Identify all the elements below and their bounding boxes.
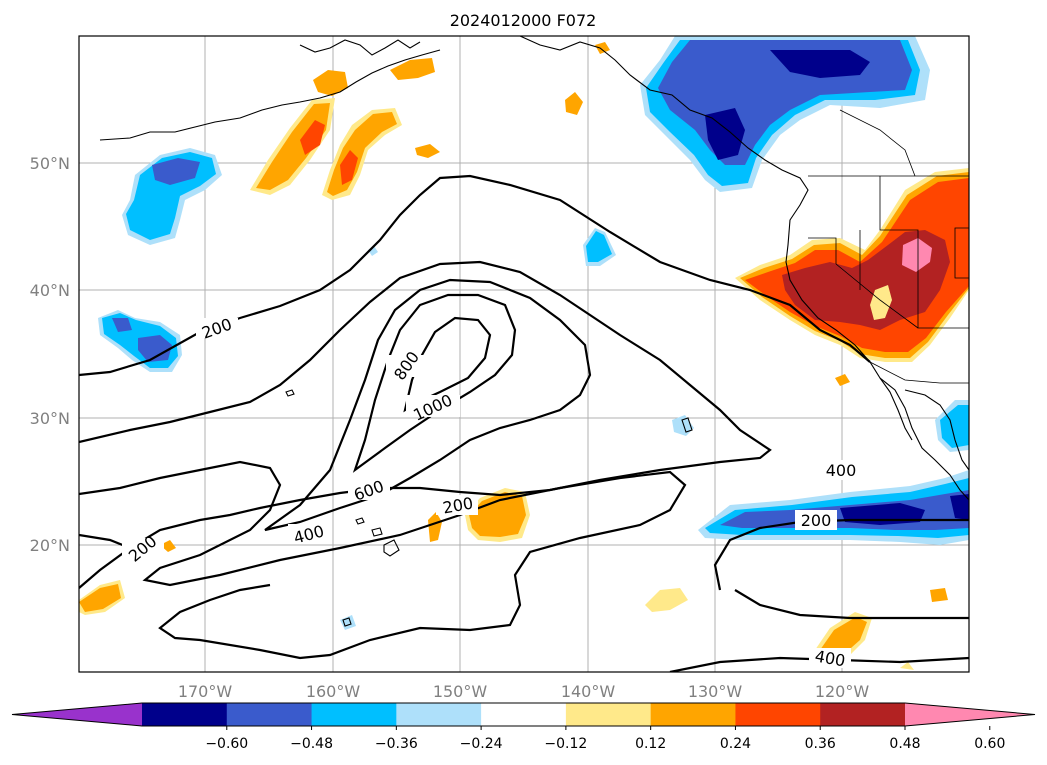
colorbar-extend-low	[12, 703, 142, 726]
colorbar-tick-label: 0.12	[635, 736, 666, 752]
contour-800	[352, 293, 517, 473]
latitude-labels: 50°N 40°N 30°N 20°N	[30, 154, 70, 555]
coastlines	[99, 36, 969, 627]
colorbar-tick-label: −0.36	[375, 736, 418, 752]
contour-label: 200	[801, 511, 832, 530]
colorbar-tick-label: −0.24	[460, 736, 503, 752]
colorbar: −0.60 −0.48 −0.36 −0.24 −0.12 0.12 0.24 0.36 0.4…	[11, 702, 1036, 752]
figure-title: 2024012000 F072	[450, 11, 597, 30]
colorbar-segment	[735, 703, 821, 726]
colorbar-segment	[226, 703, 313, 726]
colorbar-tick-label: 0.36	[805, 736, 836, 752]
colorbar-segment	[311, 703, 397, 726]
colorbar-extend-high	[905, 703, 1035, 726]
gridlines	[79, 36, 969, 672]
lat-label: 40°N	[30, 281, 70, 300]
colorbar-segment	[820, 703, 906, 726]
colorbar-tick-label: 0.48	[889, 736, 920, 752]
contour-400-inner	[79, 460, 687, 660]
colorbar-tick-label: −0.48	[290, 736, 333, 752]
lat-label: 30°N	[30, 409, 70, 428]
lon-label: 150°W	[433, 682, 488, 701]
lon-label: 160°W	[306, 682, 361, 701]
lon-label: 120°W	[815, 682, 870, 701]
lat-label: 20°N	[30, 536, 70, 555]
contour-200-east	[713, 518, 969, 591]
colorbar-tick-label: 0.60	[974, 736, 1005, 752]
contour-label-group: 200 200 200 200 400 400 400 600 800 1000	[122, 314, 862, 671]
contour-label: 800	[390, 348, 423, 384]
map-content	[79, 36, 969, 672]
colorbar-segment	[565, 703, 652, 726]
contour-label: 200	[125, 532, 161, 566]
colorbar-outline	[11, 702, 1036, 727]
colorbar-tick-label: −0.60	[205, 736, 248, 752]
colorbar-segment	[142, 703, 228, 726]
contour-label: 400	[826, 461, 857, 480]
contour-600	[264, 278, 592, 532]
contour-400-east	[734, 589, 969, 620]
colorbar-segment	[650, 703, 736, 726]
lon-label: 140°W	[561, 682, 616, 701]
lon-label: 130°W	[688, 682, 743, 701]
map-frame	[78, 35, 970, 673]
colorbar-tick-label: 0.24	[720, 736, 751, 752]
colorbar-segment	[396, 703, 482, 726]
longitude-labels: 170°W 160°W 150°W 140°W 130°W 120°W	[178, 682, 870, 701]
contour-200-south	[79, 260, 772, 589]
colorbar-tick-label: −0.12	[544, 736, 587, 752]
negative-anomaly-regions	[98, 36, 969, 630]
lon-label: 170°W	[178, 682, 233, 701]
lat-label: 50°N	[30, 154, 70, 173]
colorbar-segment	[481, 703, 567, 726]
